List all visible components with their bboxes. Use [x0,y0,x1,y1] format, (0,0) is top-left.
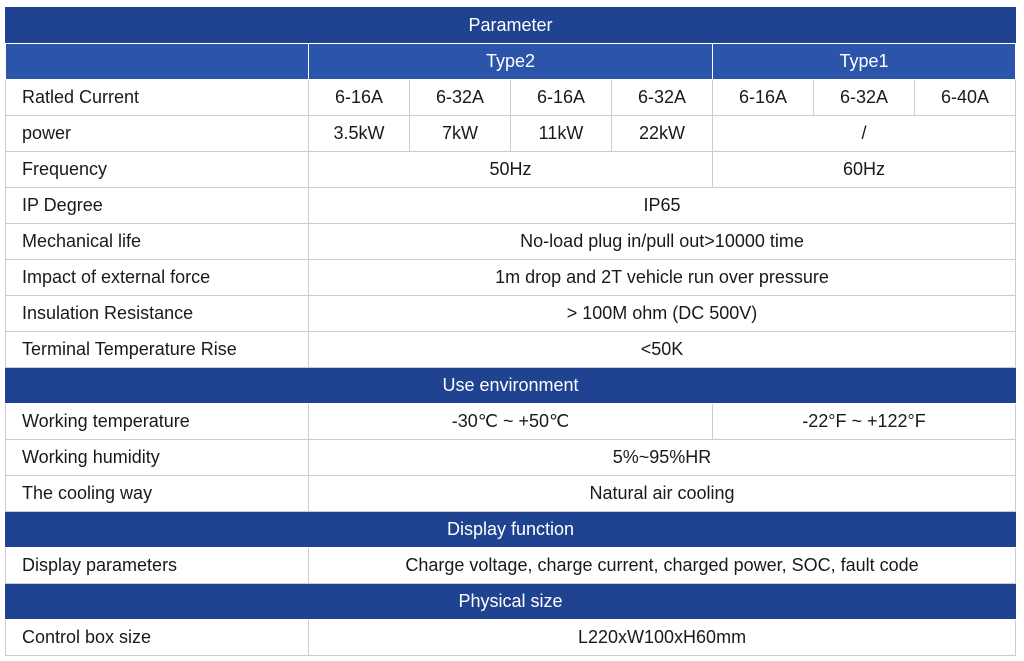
frequency-type2-value: 50Hz [308,151,713,188]
display-parameters-value: Charge voltage, charge current, charged … [307,547,1017,584]
frequency-type1-value: 60Hz [711,151,1017,188]
ip-degree-value: IP65 [307,187,1017,224]
cooling-way-label: The cooling way [5,475,309,512]
mechanical-life-row: Mechanical life No-load plug in/pull out… [5,223,1017,260]
working-temperature-row: Working temperature -30℃ ~ +50℃ -22°F ~ … [5,403,1017,440]
working-temperature-type2-value: -30℃ ~ +50℃ [308,403,713,440]
mechanical-life-label: Mechanical life [5,223,309,260]
use-environment-header: Use environment [4,367,1017,404]
spec-table: Parameter Type2 Type1 Ratled Current 6-1… [4,7,1017,656]
temperature-rise-label: Terminal Temperature Rise [5,331,309,368]
rated-current-row: Ratled Current 6-16A 6-32A 6-16A 6-32A 6… [5,79,1017,116]
display-parameters-label: Display parameters [5,547,309,584]
display-parameters-row: Display parameters Charge voltage, charg… [5,547,1017,584]
frequency-label: Frequency [5,151,309,188]
cooling-way-value: Natural air cooling [307,475,1017,512]
type2-header: Type2 [308,43,713,80]
frequency-row: Frequency 50Hz 60Hz [5,151,1017,188]
working-humidity-value: 5%~95%HR [307,439,1017,476]
impact-value: 1m drop and 2T vehicle run over pressure [307,259,1017,296]
type-header-row: Type2 Type1 [5,43,1017,80]
mechanical-life-value: No-load plug in/pull out>10000 time [307,223,1017,260]
ip-degree-label: IP Degree [5,187,309,224]
rated-current-value: 6-32A [813,79,915,116]
type-header-blank [5,43,309,80]
rated-current-value: 6-40A [913,79,1017,116]
use-environment-header-row: Use environment [4,367,1017,404]
rated-current-value: 6-32A [611,79,713,116]
power-value: 22kW [611,115,713,152]
physical-size-header-row: Physical size [4,583,1017,620]
ip-degree-row: IP Degree IP65 [5,187,1017,224]
power-type1-value: / [711,115,1017,152]
insulation-row: Insulation Resistance > 100M ohm (DC 500… [5,295,1017,332]
working-temperature-type1-value: -22°F ~ +122°F [711,403,1017,440]
cooling-way-row: The cooling way Natural air cooling [5,475,1017,512]
working-humidity-label: Working humidity [5,439,309,476]
temperature-rise-value: <50K [307,331,1017,368]
rated-current-value: 6-32A [409,79,511,116]
power-value: 7kW [409,115,511,152]
display-function-header-row: Display function [4,511,1017,548]
impact-row: Impact of external force 1m drop and 2T … [5,259,1017,296]
rated-current-value: 6-16A [308,79,410,116]
insulation-value: > 100M ohm (DC 500V) [307,295,1017,332]
rated-current-value: 6-16A [712,79,814,116]
power-row: power 3.5kW 7kW 11kW 22kW / [5,115,1017,152]
parameter-header-row: Parameter [4,7,1017,44]
parameter-header: Parameter [4,7,1017,44]
type1-header: Type1 [711,43,1017,80]
power-value: 11kW [510,115,612,152]
rated-current-label: Ratled Current [5,79,309,116]
impact-label: Impact of external force [5,259,309,296]
working-humidity-row: Working humidity 5%~95%HR [5,439,1017,476]
control-box-label: Control box size [5,619,309,656]
working-temperature-label: Working temperature [5,403,309,440]
control-box-value: L220xW100xH60mm [307,619,1017,656]
power-value: 3.5kW [308,115,410,152]
temperature-rise-row: Terminal Temperature Rise <50K [5,331,1017,368]
physical-size-header: Physical size [4,583,1017,620]
power-label: power [5,115,309,152]
control-box-row: Control box size L220xW100xH60mm [5,619,1017,656]
insulation-label: Insulation Resistance [5,295,309,332]
rated-current-value: 6-16A [510,79,612,116]
display-function-header: Display function [4,511,1017,548]
